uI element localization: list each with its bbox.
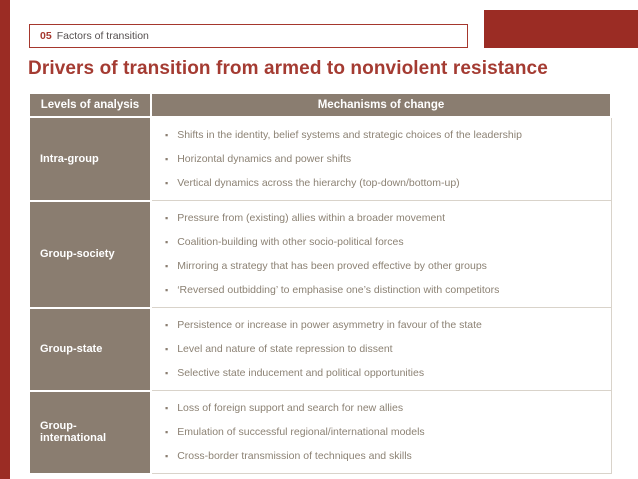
column-header-levels: Levels of analysis [28, 92, 152, 118]
mechanism-item: ▪ Pressure from (existing) allies within … [165, 206, 603, 230]
mechanism-text: Cross-border transmission of techniques … [177, 450, 412, 462]
mechanism-item: ▪ Shifts in the identity, belief systems … [165, 123, 603, 147]
mechanism-text: Coalition-building with other socio-poli… [177, 236, 404, 248]
table-row: Group-international ▪ Loss of foreign supp… [28, 389, 612, 475]
mechanism-item: ▪ Selective state inducement and politica… [165, 361, 603, 385]
level-cell: Group-international [28, 389, 152, 475]
mechanism-text: Pressure from (existing) allies within a… [177, 212, 446, 224]
mechanisms-cell: ▪ Pressure from (existing) allies within … [150, 200, 612, 308]
table-row: Group-society ▪ Pressure from (existing) a… [28, 199, 612, 309]
drivers-table: Levels of analysis Mechanisms of change … [28, 92, 612, 475]
mechanism-item: ▪ ‘Reversed outbidding’ to emphasise one’… [165, 278, 603, 302]
bullet-icon: ▪ [165, 261, 169, 271]
mechanism-item: ▪ Mirroring a strategy that has been prov… [165, 254, 603, 278]
bullet-icon: ▪ [165, 285, 169, 295]
bullet-icon: ▪ [165, 403, 169, 413]
bullet-icon: ▪ [165, 368, 169, 378]
mechanism-text: Vertical dynamics across the hierarchy (… [177, 177, 460, 189]
mechanism-item: ▪ Emulation of successful regional/intern… [165, 420, 603, 444]
mechanism-list: ▪ Loss of foreign support and search for … [165, 396, 603, 468]
section-label: Factors of transition [56, 30, 149, 42]
bullet-icon: ▪ [165, 213, 169, 223]
table-row: Group-state ▪ Persistence or increase in p… [28, 306, 612, 392]
mechanism-item: ▪ Coalition-building with other socio-pol… [165, 230, 603, 254]
section-header-box: 05 Factors of transition [29, 24, 468, 48]
mechanism-item: ▪ Horizontal dynamics and power shifts [165, 147, 603, 171]
bullet-icon: ▪ [165, 237, 169, 247]
level-cell: Group-society [28, 199, 152, 309]
mechanisms-cell: ▪ Shifts in the identity, belief systems … [150, 116, 612, 201]
mechanism-text: Emulation of successful regional/interna… [177, 426, 425, 438]
mechanism-text: Loss of foreign support and search for n… [177, 402, 404, 414]
page-title: Drivers of transition from armed to nonv… [28, 58, 548, 79]
left-accent-bar [0, 0, 10, 479]
bullet-icon: ▪ [165, 178, 169, 188]
mechanism-text: Persistence or increase in power asymmet… [177, 319, 482, 331]
mechanism-item: ▪ Loss of foreign support and search for … [165, 396, 603, 420]
mechanism-text: Mirroring a strategy that has been prove… [177, 260, 487, 272]
mechanism-item: ▪ Vertical dynamics across the hierarchy … [165, 171, 603, 195]
table-row: Intra-group ▪ Shifts in the identity, beli… [28, 116, 612, 202]
mechanism-item: ▪ Cross-border transmission of techniques… [165, 444, 603, 468]
level-cell: Intra-group [28, 116, 152, 202]
mechanism-text: Shifts in the identity, belief systems a… [177, 129, 522, 141]
mechanism-item: ▪ Persistence or increase in power asymme… [165, 313, 603, 337]
top-right-accent-block [484, 10, 638, 48]
table-header-row: Levels of analysis Mechanisms of change [28, 92, 612, 118]
bullet-icon: ▪ [165, 320, 169, 330]
bullet-icon: ▪ [165, 451, 169, 461]
mechanism-list: ▪ Persistence or increase in power asymme… [165, 313, 603, 385]
bullet-icon: ▪ [165, 344, 169, 354]
column-header-mechanisms: Mechanisms of change [150, 92, 612, 118]
bullet-icon: ▪ [165, 130, 169, 140]
mechanisms-cell: ▪ Persistence or increase in power asymme… [150, 307, 612, 391]
mechanism-item: ▪ Level and nature of state repression to… [165, 337, 603, 361]
mechanism-text: Level and nature of state repression to … [177, 343, 393, 355]
mechanism-text: Horizontal dynamics and power shifts [177, 153, 352, 165]
bullet-icon: ▪ [165, 427, 169, 437]
mechanism-list: ▪ Pressure from (existing) allies within … [165, 206, 603, 302]
mechanism-list: ▪ Shifts in the identity, belief systems … [165, 123, 603, 195]
bullet-icon: ▪ [165, 154, 169, 164]
level-cell: Group-state [28, 306, 152, 392]
mechanisms-cell: ▪ Loss of foreign support and search for … [150, 390, 612, 474]
section-number: 05 [40, 30, 52, 42]
mechanism-text: ‘Reversed outbidding’ to emphasise one’s… [177, 284, 500, 296]
mechanism-text: Selective state inducement and political… [177, 367, 425, 379]
